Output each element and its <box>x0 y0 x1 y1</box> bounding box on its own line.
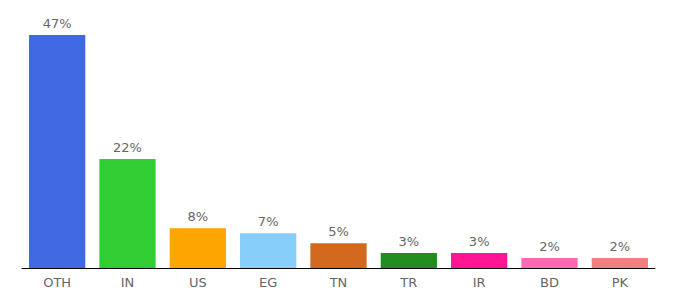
svg-text:PK: PK <box>612 275 629 290</box>
svg-text:US: US <box>189 275 207 290</box>
svg-text:IN: IN <box>121 275 135 290</box>
svg-text:2%: 2% <box>539 239 560 254</box>
svg-text:TN: TN <box>329 275 348 290</box>
svg-text:TR: TR <box>399 275 417 290</box>
svg-text:IR: IR <box>473 275 486 290</box>
svg-text:7%: 7% <box>258 214 279 229</box>
svg-text:2%: 2% <box>610 239 631 254</box>
svg-text:OTH: OTH <box>43 275 71 290</box>
svg-text:BD: BD <box>540 275 559 290</box>
svg-text:47%: 47% <box>43 16 72 31</box>
svg-text:5%: 5% <box>328 224 349 239</box>
svg-text:EG: EG <box>259 275 277 290</box>
svg-text:3%: 3% <box>399 234 420 249</box>
svg-text:8%: 8% <box>188 209 209 224</box>
svg-text:3%: 3% <box>469 234 490 249</box>
svg-text:22%: 22% <box>113 140 142 155</box>
